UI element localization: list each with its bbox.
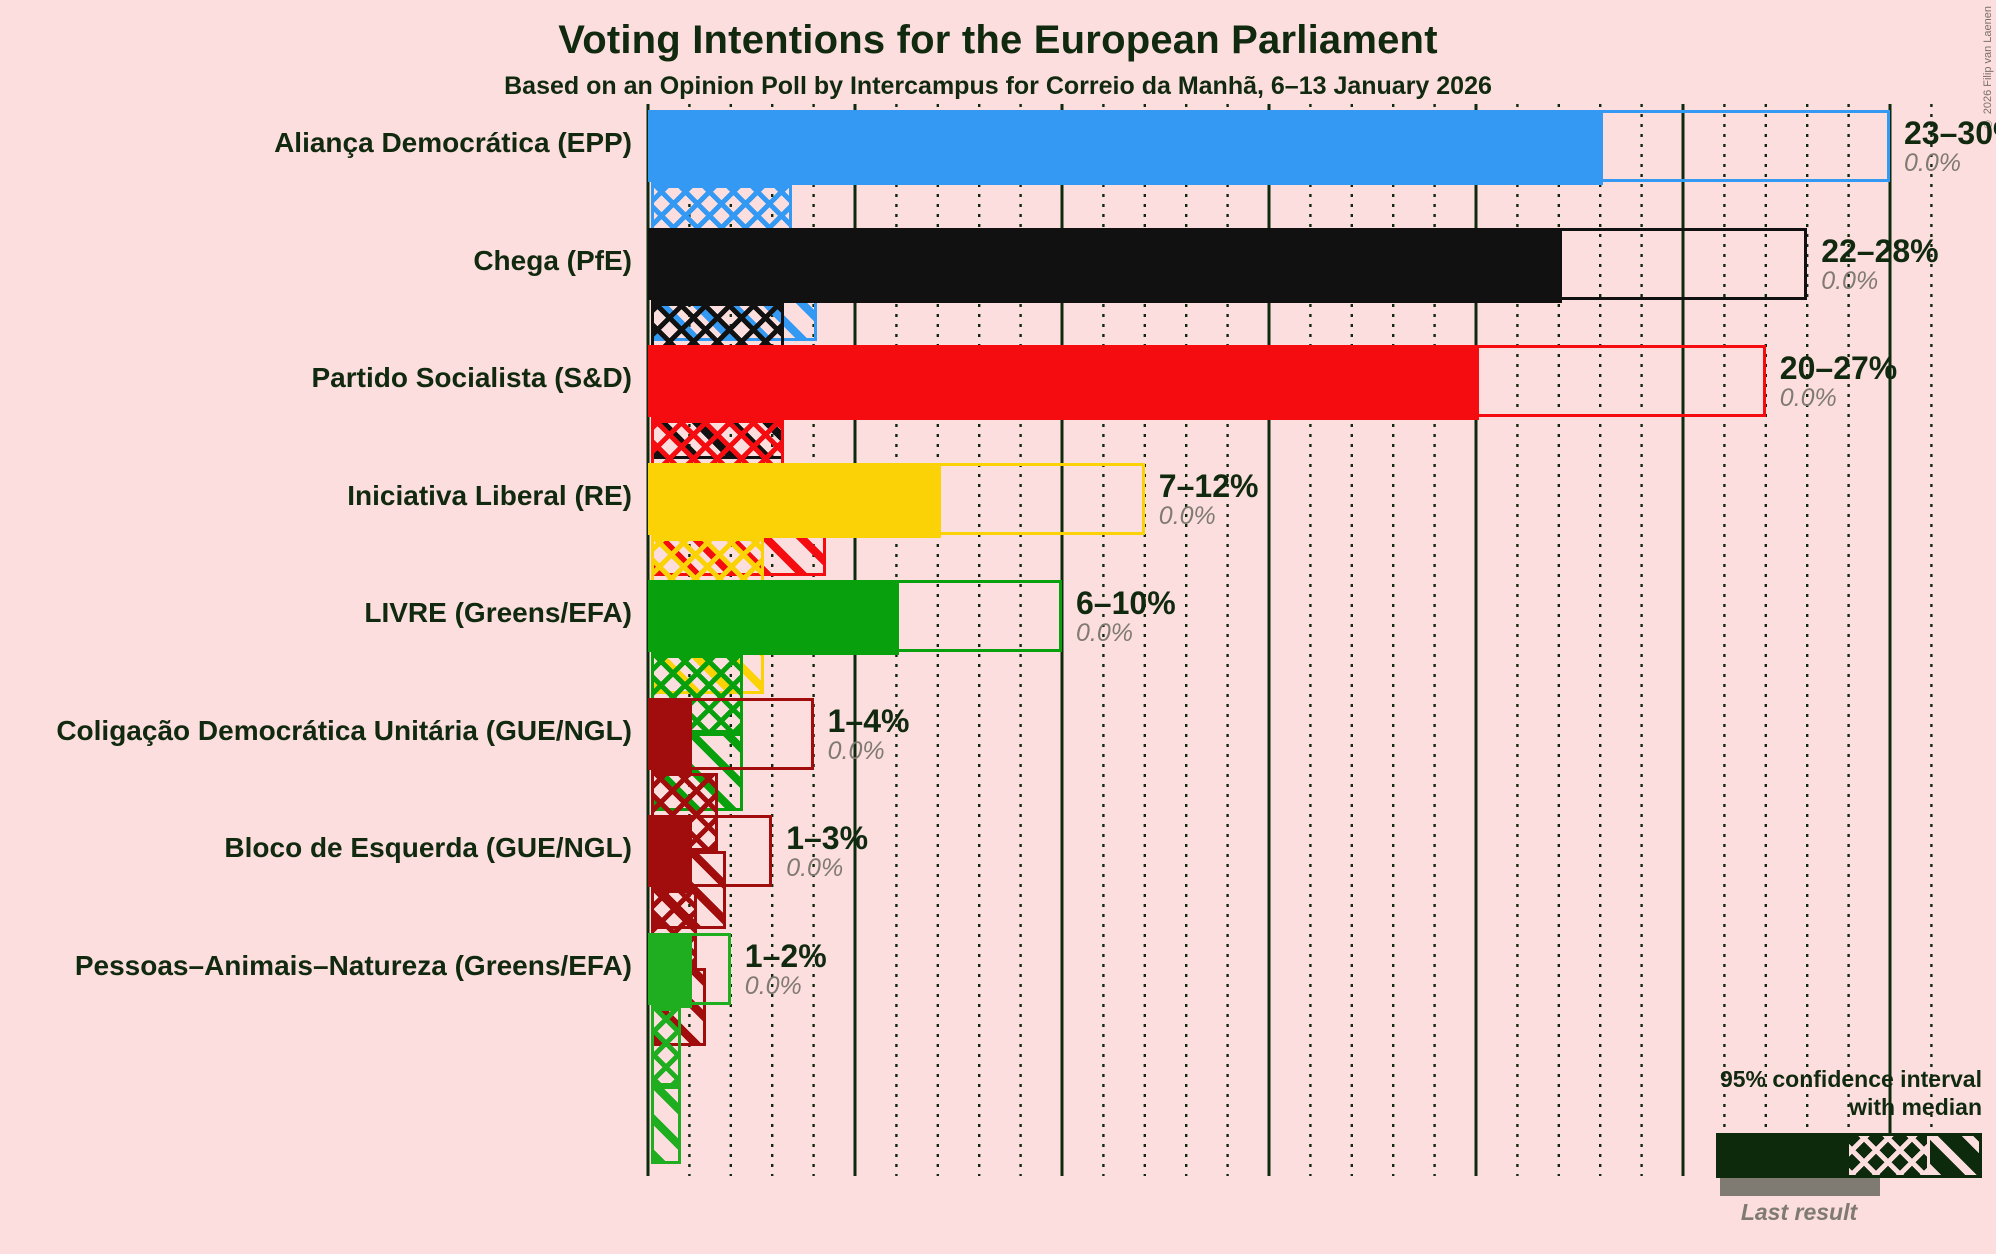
range-label: 1–4% xyxy=(827,702,910,739)
range-label: 6–10% xyxy=(1076,585,1176,621)
last-result-value: 0.0% xyxy=(1904,149,1961,177)
last-result-value: 0.0% xyxy=(1158,501,1216,530)
segment-diagonal xyxy=(651,1085,681,1164)
legend-interval-bar xyxy=(1716,1133,1982,1178)
segment-solid xyxy=(651,230,1562,303)
confidence-interval-bar xyxy=(648,227,1808,459)
legend-last-result-bar xyxy=(1720,1178,1880,1196)
value-labels: 1–2% 0.0% xyxy=(745,940,827,1001)
party-label: Aliança Democrática (EPP) xyxy=(274,127,632,158)
legend-title: 95% confidence interval with median xyxy=(1582,1065,1982,1121)
confidence-interval-bar xyxy=(648,462,1145,694)
party-label: Chega (PfE) xyxy=(473,244,632,276)
last-result-value: 0.0% xyxy=(1779,384,1837,412)
confidence-interval-bar xyxy=(648,697,814,929)
confidence-interval-bar xyxy=(648,345,1766,576)
range-label: 22–28% xyxy=(1821,232,1939,269)
value-labels: 7–12% 0.0% xyxy=(1159,470,1259,531)
segment-solid xyxy=(651,113,1604,185)
last-result-value: 0.0% xyxy=(744,971,802,1000)
party-label: LIVRE (Greens/EFA) xyxy=(364,597,632,628)
bar-row: Aliança Democrática (EPP)23–30%0.0% xyxy=(0,110,1996,341)
legend-line-2: with median xyxy=(1849,1093,1982,1120)
segment-crosshatch xyxy=(651,772,718,851)
range-label: 20–27% xyxy=(1779,350,1898,386)
range-label: 1–3% xyxy=(786,820,869,856)
party-label: Coligação Democrática Unitária (GUE/NGL) xyxy=(56,714,632,746)
confidence-interval-bar xyxy=(648,580,1062,811)
bar-row: Coligação Democrática Unitária (GUE/NGL)… xyxy=(0,697,1996,929)
confidence-interval-bar xyxy=(648,110,1890,341)
bar-row: Chega (PfE) 22–28% 0.0% xyxy=(0,227,1996,459)
legend-line-1: 95% confidence interval xyxy=(1719,1065,1982,1092)
value-labels: 1–4% 0.0% xyxy=(828,705,910,766)
last-result-value: 0.0% xyxy=(786,854,844,882)
value-labels: 1–3% 0.0% xyxy=(786,822,868,883)
party-label: Pessoas–Animais–Natureza (Greens/EFA) xyxy=(74,949,632,981)
bar-row: Bloco de Esquerda (GUE/NGL) 1–3% 0.0% xyxy=(0,815,1996,1046)
segment-solid xyxy=(651,348,1479,420)
value-labels: 6–10% 0.0% xyxy=(1076,587,1176,648)
legend-diagonal-segment xyxy=(1927,1136,1979,1175)
segment-solid xyxy=(651,583,900,655)
party-label: Iniciativa Liberal (RE) xyxy=(347,479,632,511)
last-result-value: 0.0% xyxy=(1821,266,1879,295)
last-result-value: 0.0% xyxy=(827,736,885,765)
range-label: 1–2% xyxy=(744,937,827,974)
segment-solid xyxy=(651,935,693,1008)
range-label: 23–30% xyxy=(1904,115,1996,151)
segment-solid xyxy=(651,700,693,773)
confidence-interval-bar xyxy=(648,815,773,1046)
legend-last-result-label: Last result xyxy=(1740,1199,1858,1225)
chart-subtitle: Based on an Opinion Poll by Intercampus … xyxy=(504,72,1492,100)
value-labels: 20–27% 0.0% xyxy=(1780,352,1897,413)
value-labels: 23–30%0.0% xyxy=(1904,117,1996,178)
bar-row: LIVRE (Greens/EFA) 6–10% 0.0% xyxy=(0,580,1996,811)
chart-legend: 95% confidence interval with median Last… xyxy=(1582,1065,1982,1226)
bar-row: Pessoas–Animais–Natureza (Greens/EFA) 1–2… xyxy=(0,932,1996,1164)
last-result-value: 0.0% xyxy=(1076,619,1133,647)
bar-row: Iniciativa Liberal (RE) 7–12% 0.0% xyxy=(0,462,1996,694)
range-label: 7–12% xyxy=(1158,467,1259,504)
value-labels: 22–28% 0.0% xyxy=(1821,235,1938,296)
segment-solid xyxy=(651,818,693,890)
bar-row: Partido Socialista (S&D) 20–27% 0.0% xyxy=(0,345,1996,576)
segment-crosshatch xyxy=(651,1007,681,1086)
party-label: Partido Socialista (S&D) xyxy=(311,362,632,393)
legend-crosshatch-segment xyxy=(1849,1136,1927,1175)
confidence-interval-bar xyxy=(648,932,731,1164)
segment-solid xyxy=(651,465,941,538)
party-label: Bloco de Esquerda (GUE/NGL) xyxy=(224,832,632,863)
page-title: Voting Intentions for the European Parli… xyxy=(558,18,1438,62)
